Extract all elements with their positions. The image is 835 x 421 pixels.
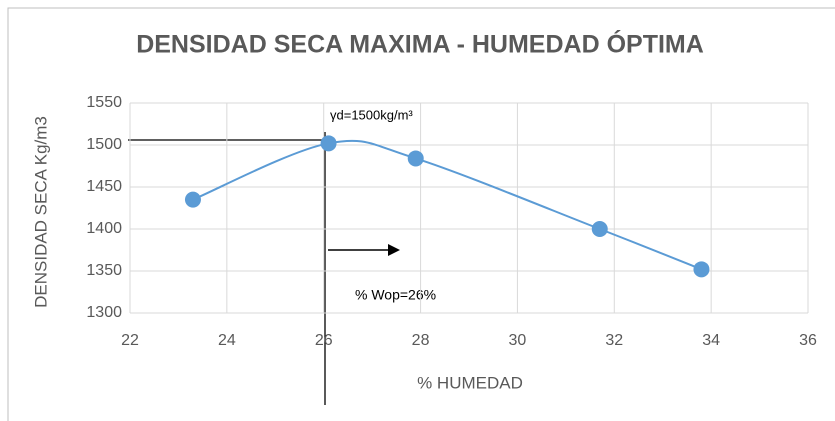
x-tick-label: 26 [315,332,333,349]
x-tick-label: 34 [702,332,720,349]
y-tick-label: 1350 [86,262,122,279]
x-tick-label: 22 [121,332,139,349]
y-tick-label: 1550 [86,94,122,111]
chart-title: DENSIDAD SECA MAXIMA - HUMEDAD ÓPTIMA [136,29,704,59]
chart-frame [7,7,835,421]
x-axis-label: % HUMEDAD [417,373,523,392]
y-tick-label: 1450 [86,178,122,195]
point [591,221,608,237]
y-tick-label: 1400 [86,220,122,237]
point [407,150,424,167]
point [184,191,201,208]
x-tick-label: 32 [605,332,623,349]
x-tick-label: 28 [412,332,430,349]
y-tick-label: 1300 [86,304,122,321]
point [693,261,710,278]
x-tick-label: 24 [218,332,236,349]
y-tick-label: 1500 [86,136,122,153]
point [320,135,337,152]
y-axis-label: DENSIDAD SECA Kg/m3 [31,116,50,308]
annotation: γd=1500kg/m³ [330,107,413,122]
x-tick-label: 30 [509,332,527,349]
annotation: % Wop=26% [355,287,436,303]
arrow-head [388,244,400,256]
x-tick-label: 36 [799,332,817,349]
